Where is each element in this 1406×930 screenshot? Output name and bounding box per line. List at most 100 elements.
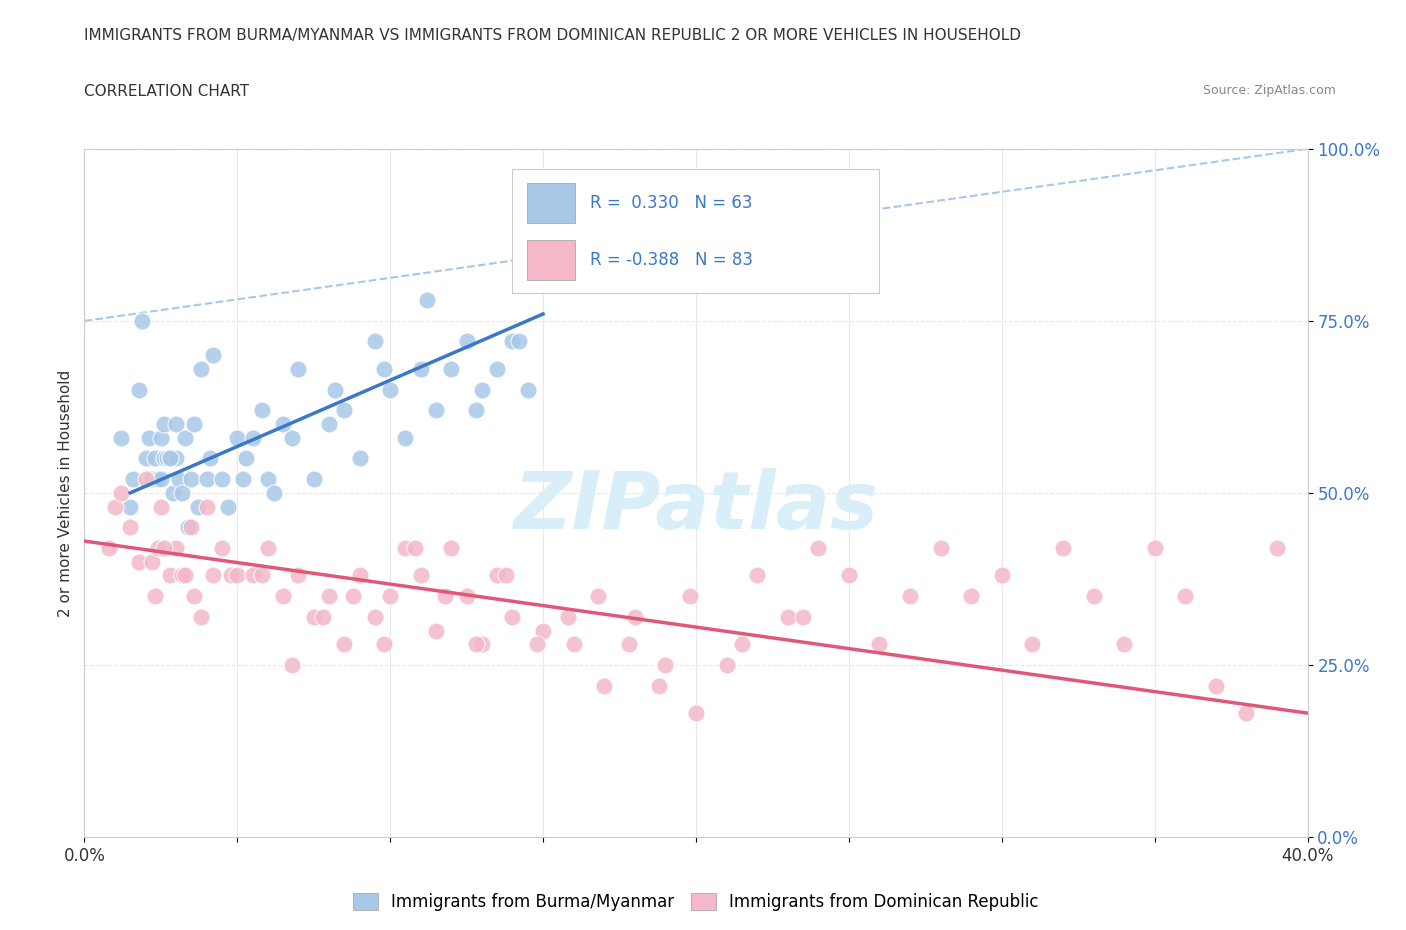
Point bbox=[679, 589, 702, 604]
Point bbox=[271, 417, 294, 432]
Point bbox=[792, 609, 814, 624]
Point bbox=[287, 568, 309, 583]
Point bbox=[526, 637, 548, 652]
Point bbox=[434, 589, 457, 604]
Point bbox=[312, 609, 335, 624]
Point bbox=[1234, 706, 1257, 721]
Point bbox=[373, 637, 395, 652]
Point bbox=[174, 568, 197, 583]
Point bbox=[425, 623, 447, 638]
Point bbox=[128, 554, 150, 569]
Point bbox=[97, 540, 120, 555]
Point bbox=[195, 499, 218, 514]
Point bbox=[180, 472, 202, 486]
Point bbox=[617, 637, 640, 652]
Point bbox=[162, 485, 184, 500]
Point bbox=[159, 568, 181, 583]
Point bbox=[349, 451, 371, 466]
Point bbox=[776, 609, 799, 624]
Point bbox=[257, 540, 280, 555]
Point bbox=[1114, 637, 1136, 652]
Point bbox=[211, 540, 233, 555]
Point bbox=[364, 334, 387, 349]
Point bbox=[177, 520, 200, 535]
Point bbox=[333, 637, 356, 652]
Point bbox=[807, 540, 830, 555]
Point bbox=[960, 589, 983, 604]
Point bbox=[464, 637, 486, 652]
Point bbox=[250, 403, 273, 418]
Point bbox=[232, 472, 254, 486]
Point bbox=[302, 472, 325, 486]
Point bbox=[172, 485, 194, 500]
Point bbox=[217, 499, 239, 514]
Point bbox=[409, 362, 432, 377]
Point bbox=[440, 362, 463, 377]
Point bbox=[624, 609, 647, 624]
Point bbox=[281, 658, 304, 672]
Point bbox=[1265, 540, 1288, 555]
Point bbox=[516, 382, 538, 397]
Point bbox=[456, 334, 478, 349]
Point bbox=[153, 540, 176, 555]
Point bbox=[648, 678, 671, 693]
Point bbox=[128, 382, 150, 397]
Point bbox=[333, 403, 356, 418]
Point bbox=[235, 451, 257, 466]
Point bbox=[226, 568, 249, 583]
Point bbox=[104, 499, 127, 514]
Point bbox=[318, 417, 340, 432]
Text: Source: ZipAtlas.com: Source: ZipAtlas.com bbox=[1202, 84, 1336, 97]
Point bbox=[745, 568, 768, 583]
Point bbox=[165, 417, 187, 432]
Point bbox=[201, 568, 224, 583]
Point bbox=[271, 589, 294, 604]
Point bbox=[250, 568, 273, 583]
Point bbox=[302, 609, 325, 624]
Point bbox=[146, 540, 169, 555]
Text: ZIPatlas: ZIPatlas bbox=[513, 468, 879, 546]
Point bbox=[138, 431, 160, 445]
Point bbox=[167, 472, 190, 486]
Text: IMMIGRANTS FROM BURMA/MYANMAR VS IMMIGRANTS FROM DOMINICAN REPUBLIC 2 OR MORE VE: IMMIGRANTS FROM BURMA/MYANMAR VS IMMIGRA… bbox=[84, 28, 1021, 43]
Point bbox=[172, 568, 194, 583]
Point bbox=[373, 362, 395, 377]
Point bbox=[180, 520, 202, 535]
Point bbox=[501, 609, 523, 624]
Point bbox=[263, 485, 285, 500]
Point bbox=[281, 431, 304, 445]
Point bbox=[342, 589, 364, 604]
Point bbox=[135, 472, 157, 486]
Point bbox=[211, 472, 233, 486]
Point bbox=[174, 431, 197, 445]
Point bbox=[183, 417, 205, 432]
Point bbox=[153, 417, 176, 432]
Text: CORRELATION CHART: CORRELATION CHART bbox=[84, 84, 249, 99]
Point bbox=[654, 658, 676, 672]
Point bbox=[195, 472, 218, 486]
Point bbox=[120, 499, 142, 514]
Point bbox=[731, 637, 754, 652]
Point bbox=[159, 451, 181, 466]
Y-axis label: 2 or more Vehicles in Household: 2 or more Vehicles in Household bbox=[58, 369, 73, 617]
Point bbox=[141, 472, 163, 486]
Point bbox=[201, 348, 224, 363]
Point bbox=[557, 609, 579, 624]
Point bbox=[471, 637, 494, 652]
Point bbox=[1083, 589, 1105, 604]
Point bbox=[486, 568, 509, 583]
Point bbox=[1143, 540, 1166, 555]
Point bbox=[409, 568, 432, 583]
Point bbox=[198, 451, 221, 466]
Point bbox=[898, 589, 921, 604]
Point bbox=[380, 589, 402, 604]
Point bbox=[143, 589, 166, 604]
Point bbox=[135, 451, 157, 466]
Point bbox=[149, 472, 172, 486]
Point bbox=[1021, 637, 1043, 652]
Point bbox=[495, 568, 517, 583]
Point bbox=[165, 451, 187, 466]
Point bbox=[531, 623, 554, 638]
Point bbox=[508, 334, 530, 349]
Point bbox=[1052, 540, 1074, 555]
